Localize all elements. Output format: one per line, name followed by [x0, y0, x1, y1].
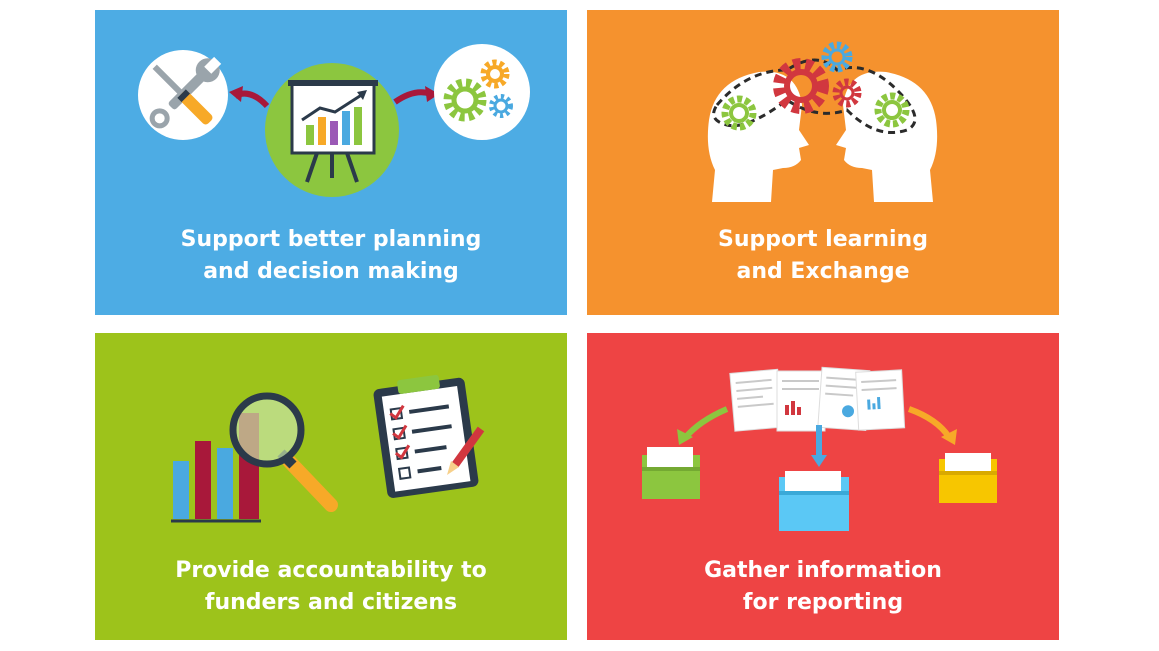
planning-illustration — [95, 10, 567, 315]
learning-caption: Support learning and Exchange — [587, 224, 1059, 288]
pencil-icon — [447, 426, 485, 475]
accountability-illustration — [95, 333, 567, 640]
learning-illustration — [587, 10, 1059, 315]
folder-icon — [939, 453, 997, 503]
gears-icon — [434, 44, 530, 140]
head-right-icon — [836, 71, 938, 202]
gather-caption: Gather information for reporting — [587, 555, 1059, 619]
accountability-caption-line1: Provide accountability to — [175, 558, 487, 583]
planning-caption: Support better planning and decision mak… — [95, 224, 567, 288]
reports-stack-icon — [729, 366, 906, 432]
folder-icon — [779, 471, 849, 531]
gears-icon — [721, 41, 910, 131]
learning-caption-line2: and Exchange — [736, 259, 910, 284]
planning-caption-line2: and decision making — [203, 259, 459, 284]
learning-caption-line1: Support learning — [718, 227, 928, 252]
tile-accountability: Provide accountability to funders and ci… — [95, 333, 567, 640]
tile-planning: Support better planning and decision mak… — [95, 10, 567, 315]
accountability-caption-line2: funders and citizens — [204, 590, 458, 615]
presentation-chart-icon — [265, 63, 399, 197]
arrow-orange-icon — [907, 406, 952, 439]
gather-caption-line2: for reporting — [742, 590, 904, 615]
tools-icon — [138, 50, 228, 140]
accountability-caption: Provide accountability to funders and ci… — [95, 555, 567, 619]
tile-gather-information: Gather information for reporting — [587, 333, 1059, 640]
learning-background — [587, 10, 1059, 315]
planning-caption-line1: Support better planning — [180, 227, 482, 252]
magnifier-icon — [229, 392, 338, 512]
clipboard-checklist-icon — [373, 374, 479, 498]
tile-learning: Support learning and Exchange — [587, 10, 1059, 315]
folder-icon — [642, 447, 700, 499]
gather-illustration — [587, 333, 1059, 640]
gather-caption-line1: Gather information — [704, 558, 942, 583]
